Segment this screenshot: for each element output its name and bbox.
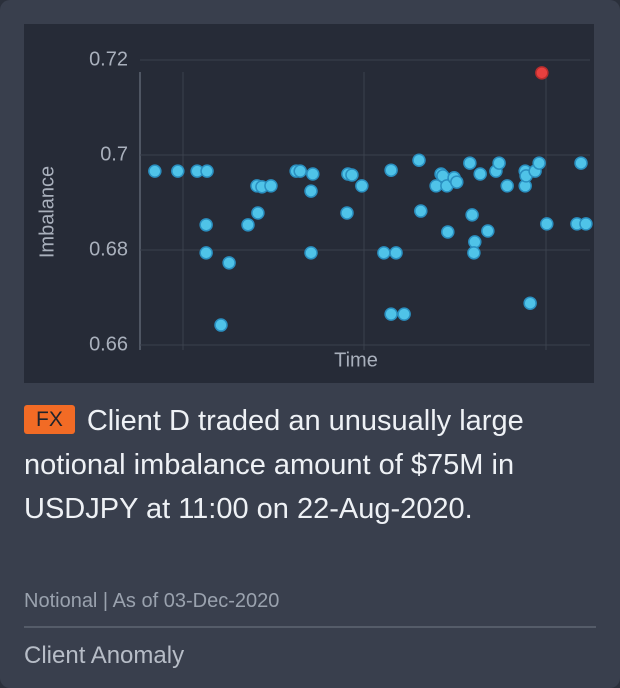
point: [222, 256, 236, 270]
point: [450, 175, 464, 189]
point: [304, 184, 318, 198]
point: [264, 179, 278, 193]
point: [492, 156, 506, 170]
tag: FX: [24, 405, 75, 434]
y-tick-label: 0.7: [100, 143, 128, 165]
meta: Notional | As of 03-Dec-2020: [24, 590, 280, 612]
point: [465, 208, 479, 222]
point: [412, 153, 426, 167]
point: [148, 164, 162, 178]
x-axis-label: Time: [334, 349, 378, 371]
point: [214, 318, 228, 332]
point: [293, 164, 307, 178]
point: [481, 224, 495, 238]
point: [579, 217, 593, 231]
point: [384, 163, 398, 177]
y-tick-label: 0.68: [89, 238, 128, 260]
headline-text: Client D traded an unusually large notio…: [24, 405, 524, 525]
point: [384, 307, 398, 321]
point: [397, 307, 411, 321]
point: [540, 217, 554, 231]
point: [473, 167, 487, 181]
point: [532, 156, 546, 170]
point: [467, 246, 481, 260]
point: [389, 246, 403, 260]
point: [468, 235, 482, 249]
point: [535, 66, 549, 80]
chart-panel: [24, 24, 594, 383]
point: [345, 168, 359, 182]
y-tick-label: 0.66: [89, 333, 128, 355]
point: [355, 179, 369, 193]
point: [304, 246, 318, 260]
footer: Client Anomaly: [24, 642, 185, 669]
point: [171, 164, 185, 178]
y-axis-label: Imbalance: [36, 166, 58, 258]
point: [251, 206, 265, 220]
point: [463, 156, 477, 170]
point: [241, 218, 255, 232]
point: [200, 164, 214, 178]
point: [500, 179, 514, 193]
point: [574, 156, 588, 170]
y-tick-label: 0.72: [89, 48, 128, 70]
point: [199, 246, 213, 260]
point: [377, 246, 391, 260]
divider: [24, 626, 596, 628]
point: [414, 204, 428, 218]
point: [199, 218, 213, 232]
point: [340, 206, 354, 220]
point: [441, 225, 455, 239]
chart: Time Imbalance 0.66 0.68 0.7 0.72: [24, 24, 594, 383]
headline: FX Client D traded an unusually large not…: [24, 399, 594, 531]
point: [306, 167, 320, 181]
point: [523, 296, 537, 310]
